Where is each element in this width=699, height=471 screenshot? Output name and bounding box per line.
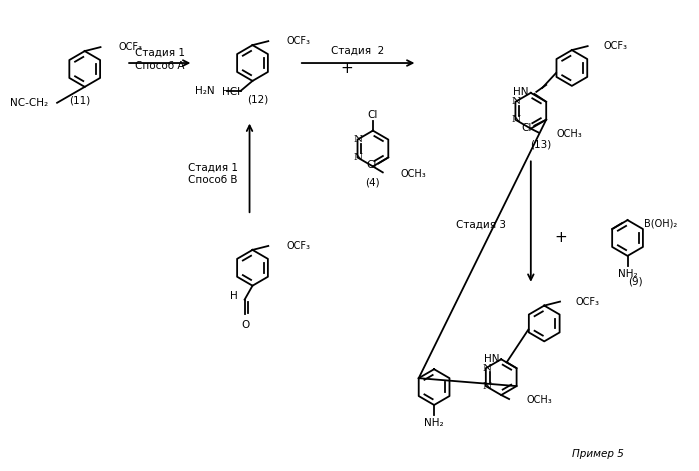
Text: Пример 5: Пример 5: [572, 449, 624, 459]
Text: HN: HN: [484, 354, 500, 364]
Text: Стадия  2: Стадия 2: [331, 46, 384, 56]
Text: N: N: [482, 364, 491, 373]
Text: OCF₃: OCF₃: [286, 36, 310, 46]
Text: N: N: [512, 115, 521, 124]
Text: NH₂: NH₂: [424, 418, 444, 428]
Text: (13): (13): [530, 139, 552, 149]
Text: OCF₃: OCF₃: [603, 41, 628, 51]
Text: HCl: HCl: [222, 87, 240, 97]
Text: Cl: Cl: [368, 110, 378, 120]
Text: Cl: Cl: [366, 161, 377, 171]
Text: OCH₃: OCH₃: [556, 129, 582, 138]
Text: H₂N: H₂N: [196, 86, 215, 96]
Text: N: N: [482, 382, 491, 390]
Text: N: N: [354, 135, 363, 144]
Text: +: +: [554, 230, 567, 245]
Text: B(OH)₂: B(OH)₂: [644, 218, 677, 228]
Text: OCF₃: OCF₃: [118, 42, 143, 52]
Text: Стадия 1: Стадия 1: [188, 162, 238, 172]
Text: Стадия 3: Стадия 3: [456, 220, 506, 230]
Text: N: N: [512, 97, 521, 106]
Text: H: H: [230, 291, 238, 300]
Text: (11): (11): [69, 96, 90, 106]
Text: HN: HN: [513, 87, 528, 97]
Text: Стадия 1: Стадия 1: [135, 48, 185, 58]
Text: +: +: [340, 62, 352, 76]
Text: O: O: [241, 319, 250, 330]
Text: (4): (4): [366, 177, 380, 187]
Text: N: N: [354, 153, 363, 162]
Text: OCH₃: OCH₃: [401, 170, 426, 179]
Text: Способ А: Способ А: [135, 61, 185, 71]
Text: NC-CH₂: NC-CH₂: [10, 98, 48, 108]
Text: (9): (9): [628, 277, 643, 287]
Text: OCH₃: OCH₃: [527, 395, 553, 405]
Text: Cl: Cl: [521, 122, 532, 133]
Text: OCF₃: OCF₃: [576, 297, 600, 307]
Text: NH₂: NH₂: [618, 269, 637, 279]
Text: (12): (12): [247, 95, 268, 105]
Text: Способ В: Способ В: [188, 175, 238, 185]
Text: OCF₃: OCF₃: [286, 241, 310, 251]
